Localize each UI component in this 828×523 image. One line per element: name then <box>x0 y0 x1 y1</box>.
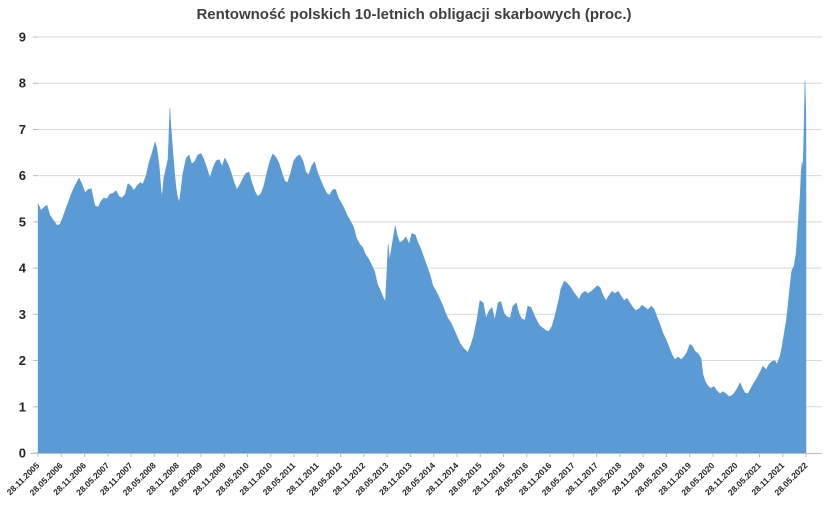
y-tick-label-2: 2 <box>19 353 26 368</box>
y-tick-label-7: 7 <box>19 122 26 137</box>
chart-title: Rentowność polskich 10-letnich obligacji… <box>196 6 632 23</box>
yield-area-series <box>37 80 807 454</box>
y-tick-label-1: 1 <box>19 399 26 414</box>
y-tick-label-5: 5 <box>19 214 26 229</box>
y-tick-label-8: 8 <box>19 76 26 91</box>
y-tick-label-4: 4 <box>19 261 27 276</box>
y-tick-label-6: 6 <box>19 168 26 183</box>
y-tick-label-3: 3 <box>19 307 26 322</box>
y-tick-label-9: 9 <box>19 30 26 45</box>
y-tick-label-0: 0 <box>19 446 26 461</box>
